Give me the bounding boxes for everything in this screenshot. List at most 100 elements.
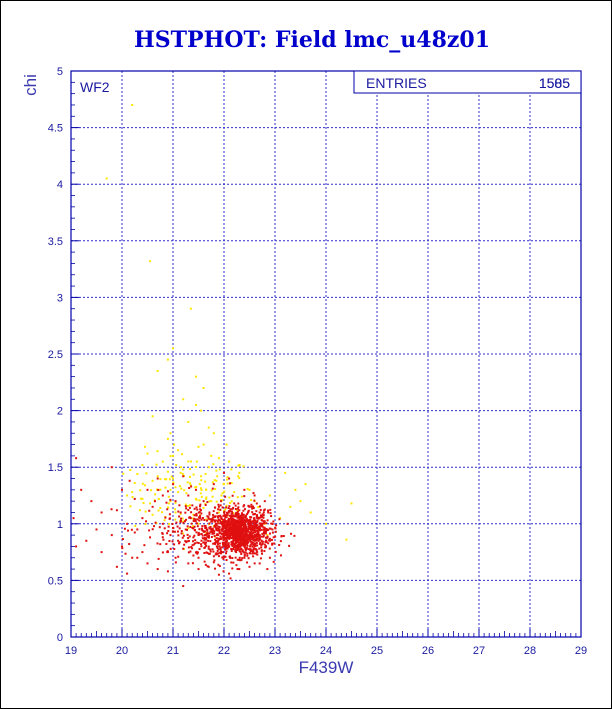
data-point <box>234 504 237 507</box>
data-point <box>169 455 172 458</box>
data-point <box>209 550 212 553</box>
data-point <box>255 535 258 538</box>
data-point <box>256 514 259 517</box>
data-point <box>195 514 198 517</box>
chart-title: HSTPHOT: Field lmc_u48z01 <box>134 27 490 53</box>
data-point <box>227 507 230 510</box>
data-point <box>255 538 258 541</box>
data-point <box>151 528 154 531</box>
data-point <box>249 548 252 551</box>
data-point <box>231 530 234 533</box>
data-point <box>196 525 199 528</box>
data-point <box>187 562 190 565</box>
data-point <box>218 528 221 531</box>
data-point <box>241 531 244 534</box>
data-point <box>227 510 230 513</box>
data-point <box>224 533 227 536</box>
data-point <box>267 529 270 532</box>
data-point <box>219 550 222 553</box>
data-point <box>193 534 196 537</box>
data-point <box>226 529 229 532</box>
data-point <box>249 523 252 526</box>
data-point <box>244 541 247 544</box>
data-point <box>213 530 216 533</box>
data-point <box>171 522 174 525</box>
data-point <box>177 555 180 558</box>
data-point <box>243 539 246 542</box>
data-point <box>228 529 231 532</box>
data-point <box>159 543 162 546</box>
data-point <box>229 522 232 525</box>
data-point <box>203 530 206 533</box>
data-point <box>256 524 259 527</box>
data-point <box>205 488 208 491</box>
data-point <box>270 538 273 541</box>
data-point <box>141 482 144 485</box>
data-point <box>230 561 233 564</box>
data-point <box>234 513 237 516</box>
data-point <box>171 530 174 533</box>
data-point <box>237 475 240 478</box>
data-point <box>247 557 250 560</box>
data-point <box>262 534 265 537</box>
data-point <box>204 480 207 483</box>
data-point <box>136 472 139 475</box>
data-point <box>200 518 203 521</box>
data-point <box>167 495 170 498</box>
data-point <box>145 472 148 475</box>
data-point <box>163 527 166 530</box>
data-point <box>212 542 215 545</box>
y-tick-label: 1 <box>57 519 63 531</box>
data-point <box>272 520 275 523</box>
data-point <box>222 539 225 542</box>
data-point <box>222 534 225 537</box>
data-point <box>244 533 247 536</box>
data-point <box>248 525 251 528</box>
data-point <box>241 523 244 526</box>
data-point <box>239 529 242 532</box>
data-point <box>131 103 134 106</box>
data-point <box>263 509 266 512</box>
data-point <box>250 536 253 539</box>
data-point <box>247 510 250 513</box>
data-point <box>173 530 176 533</box>
data-point <box>270 522 273 525</box>
data-point <box>252 543 255 546</box>
data-point <box>239 544 242 547</box>
x-tick-label: 20 <box>116 645 128 657</box>
data-point <box>204 502 207 505</box>
data-point <box>203 546 206 549</box>
data-point <box>209 525 212 528</box>
data-point <box>225 550 228 553</box>
stats-box-frame <box>353 70 582 94</box>
data-point <box>214 522 217 525</box>
data-point <box>258 562 261 565</box>
data-point <box>236 535 239 538</box>
data-point <box>166 358 169 361</box>
data-point <box>172 347 174 350</box>
data-point <box>266 568 269 571</box>
data-point <box>253 547 256 550</box>
data-point <box>157 497 160 500</box>
data-point <box>223 530 226 533</box>
data-point <box>243 495 246 498</box>
data-point <box>220 499 223 502</box>
data-point <box>241 522 244 525</box>
data-point <box>272 560 275 563</box>
data-point <box>196 522 199 525</box>
data-point <box>238 509 241 512</box>
data-point <box>257 533 260 536</box>
data-point <box>231 519 234 522</box>
data-point <box>238 548 241 551</box>
data-point <box>225 552 228 555</box>
data-point <box>174 561 177 564</box>
data-point <box>253 534 256 537</box>
data-point <box>244 523 247 526</box>
data-point <box>279 517 282 520</box>
data-point <box>193 525 196 528</box>
data-point <box>144 510 147 513</box>
data-point <box>251 511 254 514</box>
data-point <box>186 528 189 531</box>
data-point <box>236 531 239 534</box>
data-point <box>166 470 169 473</box>
